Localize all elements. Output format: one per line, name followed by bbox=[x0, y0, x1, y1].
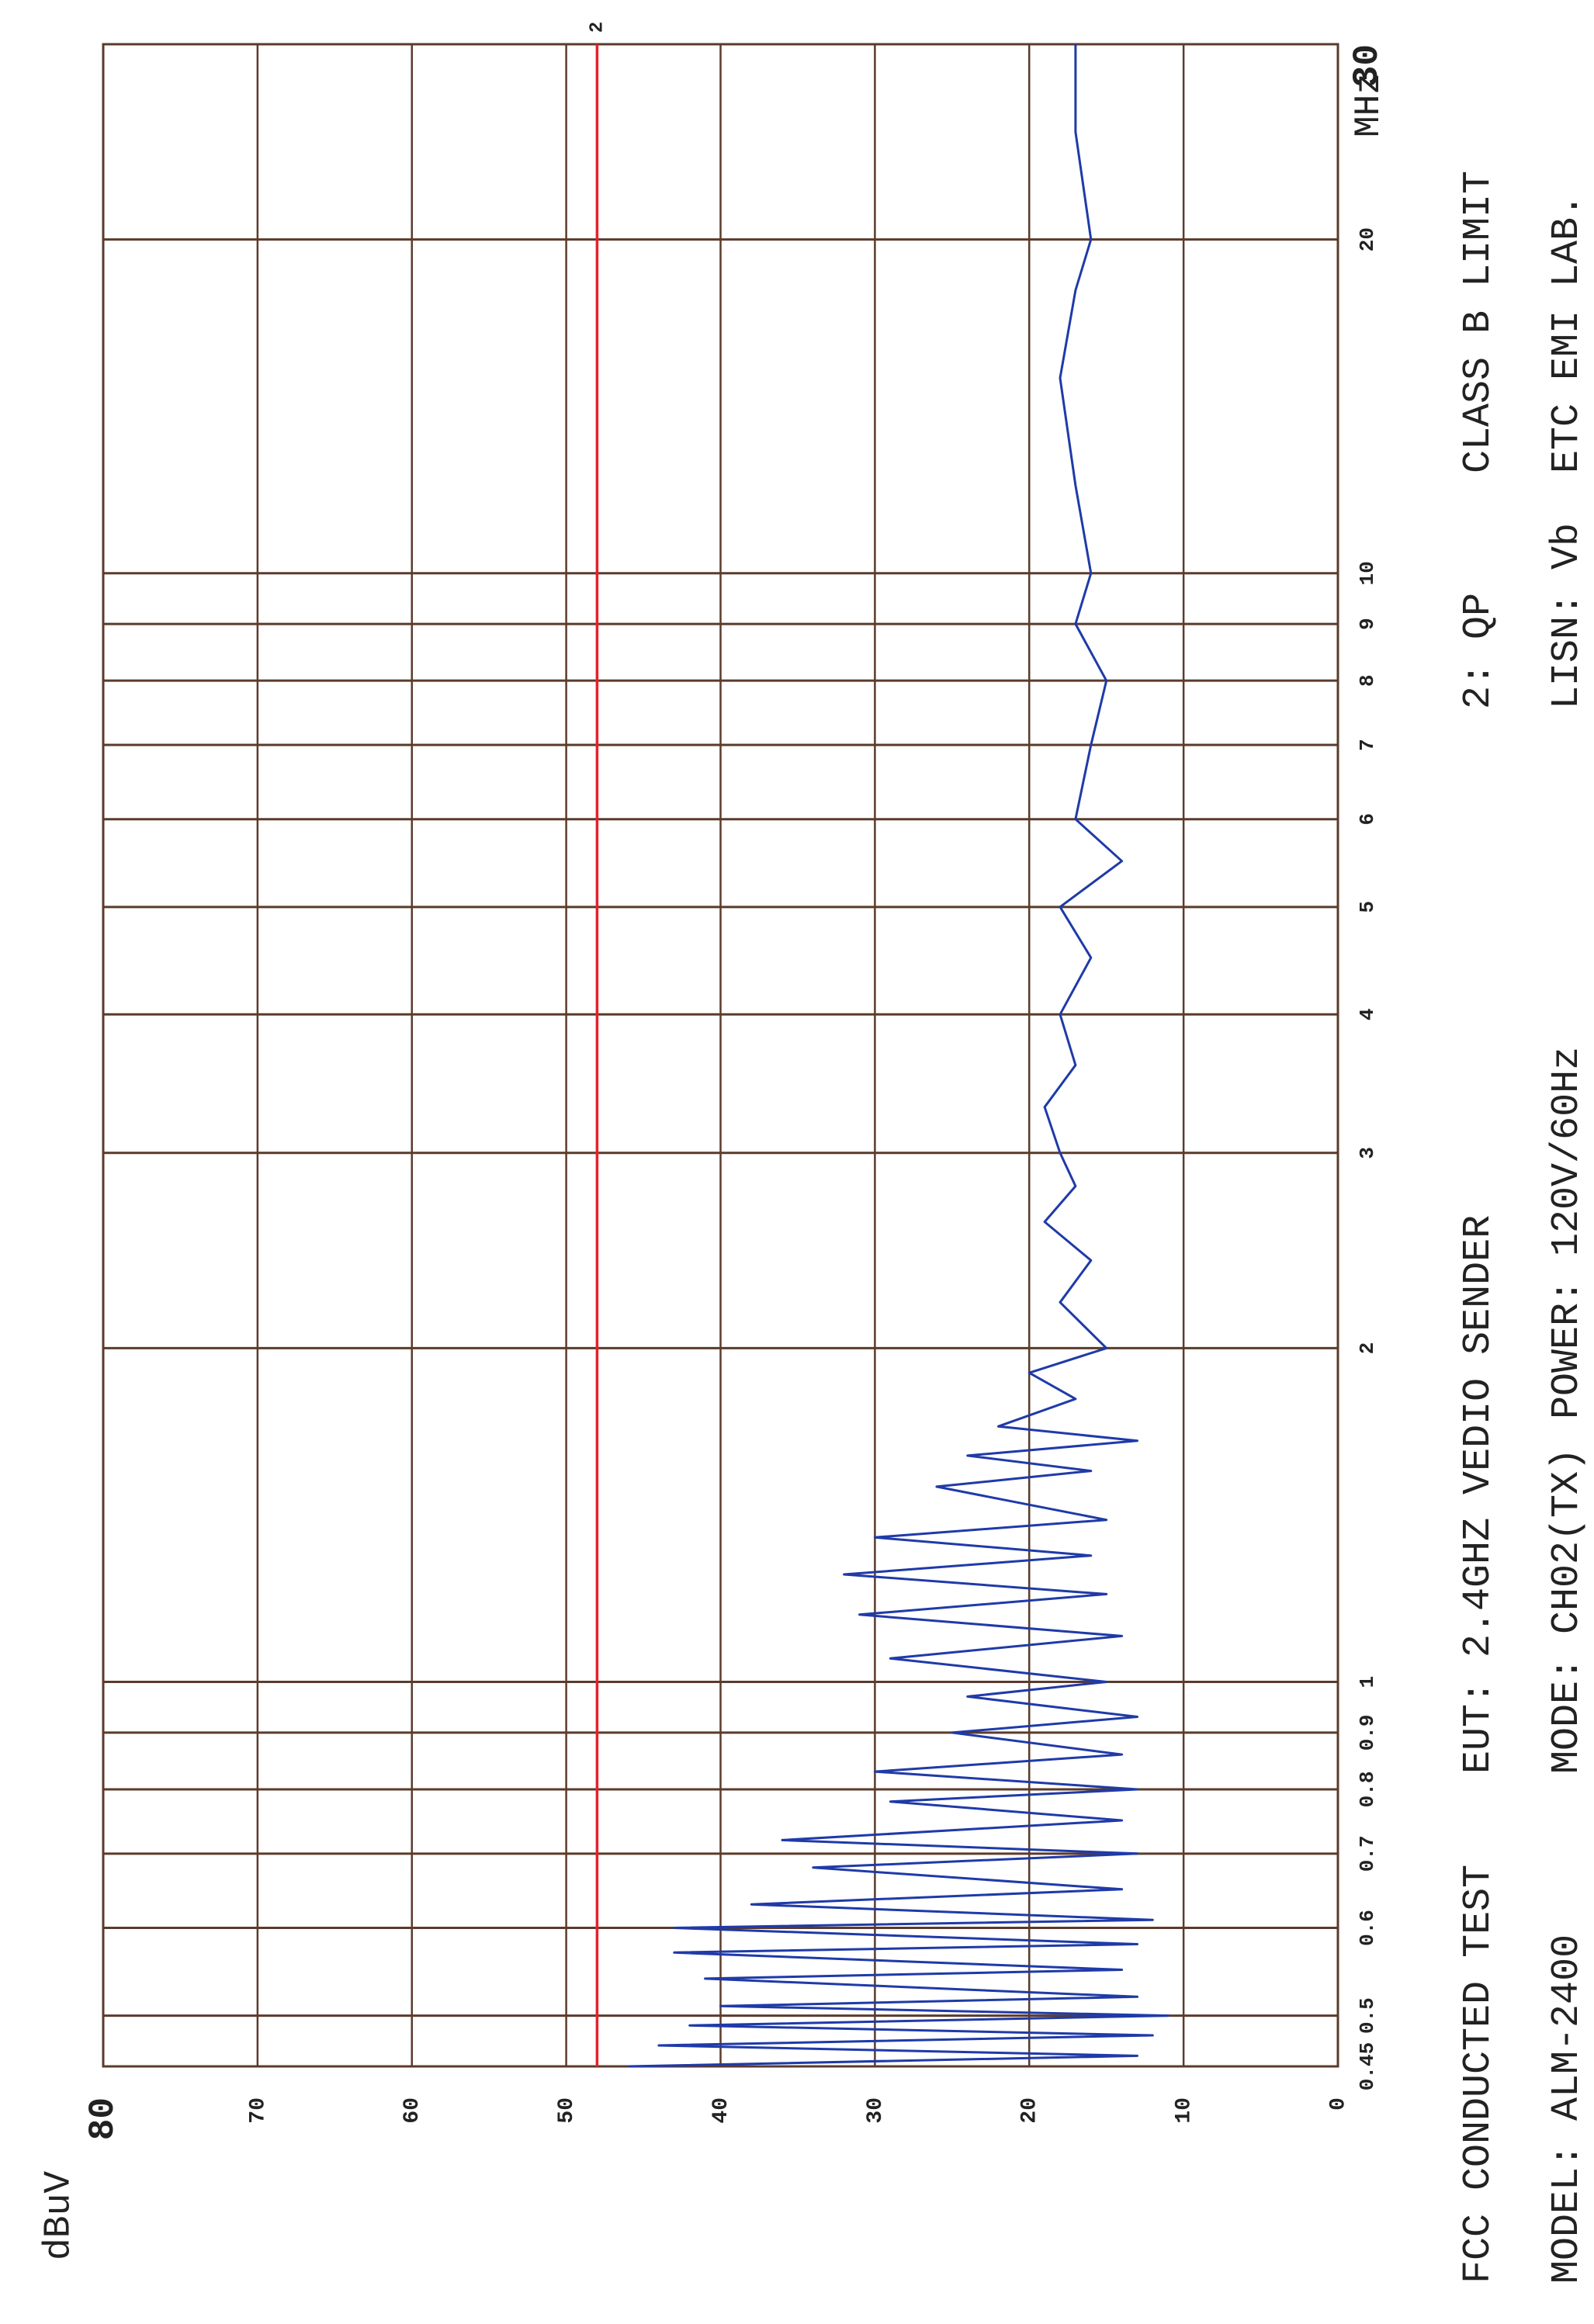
y-tick-label: 70 bbox=[246, 2097, 270, 2124]
annotation: EUT: 2.4GHZ VEDIO SENDER bbox=[1457, 1215, 1501, 1774]
y-tick-label: 10 bbox=[1173, 2097, 1197, 2124]
x-tick-label: 2 bbox=[1356, 1342, 1379, 1355]
annotation: MODE: CH02(TX) bbox=[1545, 1448, 1589, 1774]
y-tick-label: 80 bbox=[83, 2097, 123, 2140]
y-tick-label: 0 bbox=[1326, 2097, 1350, 2111]
y-tick-label: 60 bbox=[400, 2097, 424, 2124]
x-tick-label: 0.9 bbox=[1356, 1714, 1379, 1751]
annotation: FCC CONDUCTED TEST bbox=[1457, 1865, 1501, 2284]
y-axis-title: dBuV bbox=[39, 2171, 81, 2260]
x-tick-label: 0.6 bbox=[1356, 1910, 1379, 1946]
x-tick-label: 4 bbox=[1356, 1008, 1379, 1020]
data-line bbox=[628, 44, 1170, 2068]
limit-label: 2 bbox=[587, 22, 608, 33]
plot-group: 0 10 20 30 40 50 60 70 80 0.45 0.5 0.6 0.7 0.8 0.9 1 2 3 4… bbox=[39, 22, 1590, 2284]
annotation: CLASS B LIMIT bbox=[1457, 171, 1501, 473]
annotation: MODEL: ALM-2400 bbox=[1545, 1934, 1589, 2284]
y-tick-label: 50 bbox=[555, 2097, 579, 2124]
y-tick-label: 20 bbox=[1018, 2097, 1042, 2124]
annotation: POWER: 120V/60Hz bbox=[1545, 1047, 1589, 1419]
x-tick-label: 9 bbox=[1356, 618, 1379, 630]
x-tick-label: 0.5 bbox=[1356, 1997, 1379, 2034]
x-axis-title: MHz bbox=[1349, 73, 1389, 137]
annotation: ETC EMI LAB. bbox=[1545, 194, 1589, 473]
annotation: LISN: Vb bbox=[1545, 523, 1589, 709]
x-tick-label: 6 bbox=[1356, 813, 1379, 826]
x-tick-label: 10 bbox=[1356, 561, 1379, 585]
x-tick-label: 30 bbox=[1347, 44, 1388, 87]
x-tick-label: 3 bbox=[1356, 1147, 1379, 1159]
x-tick-label: 0.7 bbox=[1356, 1835, 1379, 1872]
y-tick-label: 30 bbox=[864, 2097, 888, 2124]
x-tick-label: 5 bbox=[1356, 901, 1379, 913]
x-tick-label: 0.45 bbox=[1356, 2042, 1379, 2090]
y-tick-label: 40 bbox=[709, 2097, 733, 2124]
x-tick-label: 20 bbox=[1356, 227, 1379, 251]
x-tick-label: 8 bbox=[1356, 674, 1379, 687]
x-tick-label: 1 bbox=[1356, 1676, 1379, 1688]
x-tick-label: 7 bbox=[1356, 739, 1379, 751]
x-tick-label: 0.8 bbox=[1356, 1772, 1379, 1808]
annotation: 2: QP bbox=[1457, 593, 1501, 709]
